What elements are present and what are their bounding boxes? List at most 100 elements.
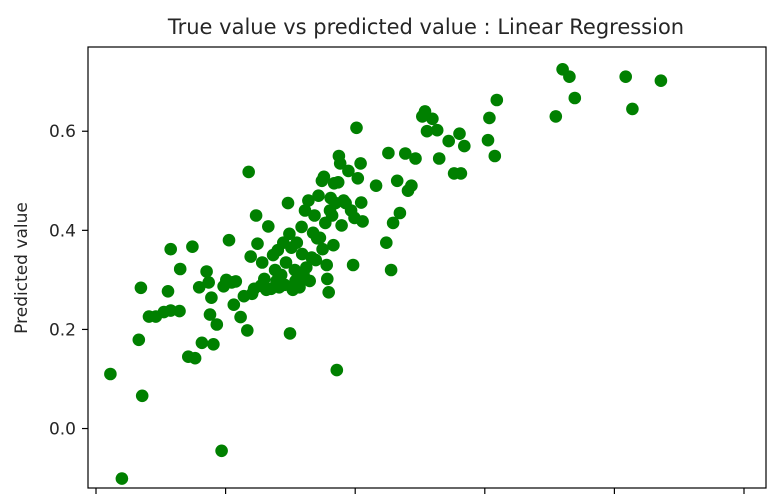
data-point (432, 152, 446, 165)
data-point (409, 152, 422, 165)
data-point (161, 285, 175, 298)
y-tick-label: 0.2 (49, 320, 76, 340)
data-point (135, 389, 149, 403)
y-axis-label: Predicted value (12, 202, 32, 334)
data-point (405, 179, 418, 192)
data-point (619, 70, 632, 83)
data-point (549, 110, 563, 123)
data-point (488, 149, 502, 163)
data-point (393, 206, 407, 220)
data-point (654, 74, 668, 87)
data-point (173, 262, 187, 276)
data-point (298, 204, 312, 217)
y-tick-label: 0.6 (49, 122, 76, 142)
data-point (351, 172, 365, 185)
data-point (453, 127, 466, 140)
data-point (192, 281, 206, 294)
data-point (251, 237, 264, 250)
data-point (203, 308, 217, 321)
data-point (384, 263, 398, 277)
data-point (327, 238, 340, 252)
data-point (303, 274, 317, 288)
data-point (380, 236, 393, 249)
data-point (382, 146, 395, 160)
data-point (390, 174, 404, 188)
data-point (210, 318, 224, 331)
data-point (308, 209, 321, 222)
data-point (321, 272, 334, 286)
data-point (134, 281, 148, 295)
data-point (215, 444, 228, 458)
data-point (295, 247, 309, 261)
data-point (200, 265, 213, 278)
data-point (164, 242, 177, 256)
data-point (222, 233, 236, 247)
data-point (249, 209, 263, 222)
data-point (320, 258, 334, 272)
data-point (317, 170, 331, 184)
data-points (104, 63, 668, 485)
data-point (242, 165, 255, 179)
data-point (312, 189, 325, 202)
data-point (234, 310, 247, 324)
data-point (568, 91, 582, 105)
data-point (227, 298, 241, 312)
data-point (325, 209, 339, 222)
data-point (563, 70, 576, 83)
data-point (279, 256, 293, 269)
data-point (322, 286, 336, 299)
data-point (350, 121, 363, 135)
data-point (356, 215, 369, 228)
data-point (399, 147, 412, 160)
data-point (331, 176, 345, 189)
data-point (281, 196, 295, 210)
data-point (283, 227, 296, 241)
data-point (354, 157, 367, 170)
data-point (483, 111, 496, 125)
data-point (302, 194, 315, 207)
data-point (420, 124, 434, 138)
data-point (335, 219, 348, 232)
data-point (132, 333, 146, 347)
data-point (295, 220, 308, 234)
data-point (293, 281, 306, 294)
data-point (490, 93, 504, 107)
data-point (346, 258, 360, 272)
data-point (241, 324, 254, 337)
data-point (104, 367, 117, 381)
data-point (442, 134, 456, 148)
data-point (244, 250, 257, 263)
data-point (369, 179, 383, 192)
data-point (188, 351, 202, 365)
data-point (316, 242, 329, 256)
y-tick-label: 0.0 (49, 420, 76, 440)
data-point (454, 167, 468, 180)
data-point (300, 261, 313, 274)
data-point (481, 133, 495, 147)
data-point (626, 102, 639, 116)
data-point (274, 268, 288, 282)
data-point (262, 220, 275, 233)
data-point (202, 276, 215, 289)
data-point (115, 472, 129, 485)
data-point (342, 164, 355, 178)
data-point (333, 157, 347, 170)
data-point (205, 291, 218, 305)
data-point (313, 231, 327, 245)
data-point (173, 304, 186, 318)
data-point (330, 363, 344, 377)
data-point (354, 196, 368, 209)
data-point (207, 338, 220, 351)
data-point (283, 327, 297, 340)
data-point (430, 123, 444, 137)
chart-title: True value vs predicted value : Linear R… (167, 15, 684, 39)
data-point (386, 216, 400, 230)
y-axis-ticks: 0.0 0.2 0.4 0.6 (49, 122, 88, 440)
data-point (258, 272, 271, 286)
data-point (426, 112, 439, 126)
data-point (290, 236, 304, 249)
data-point (186, 240, 199, 253)
data-point (195, 336, 209, 350)
y-tick-label: 0.4 (49, 221, 76, 241)
